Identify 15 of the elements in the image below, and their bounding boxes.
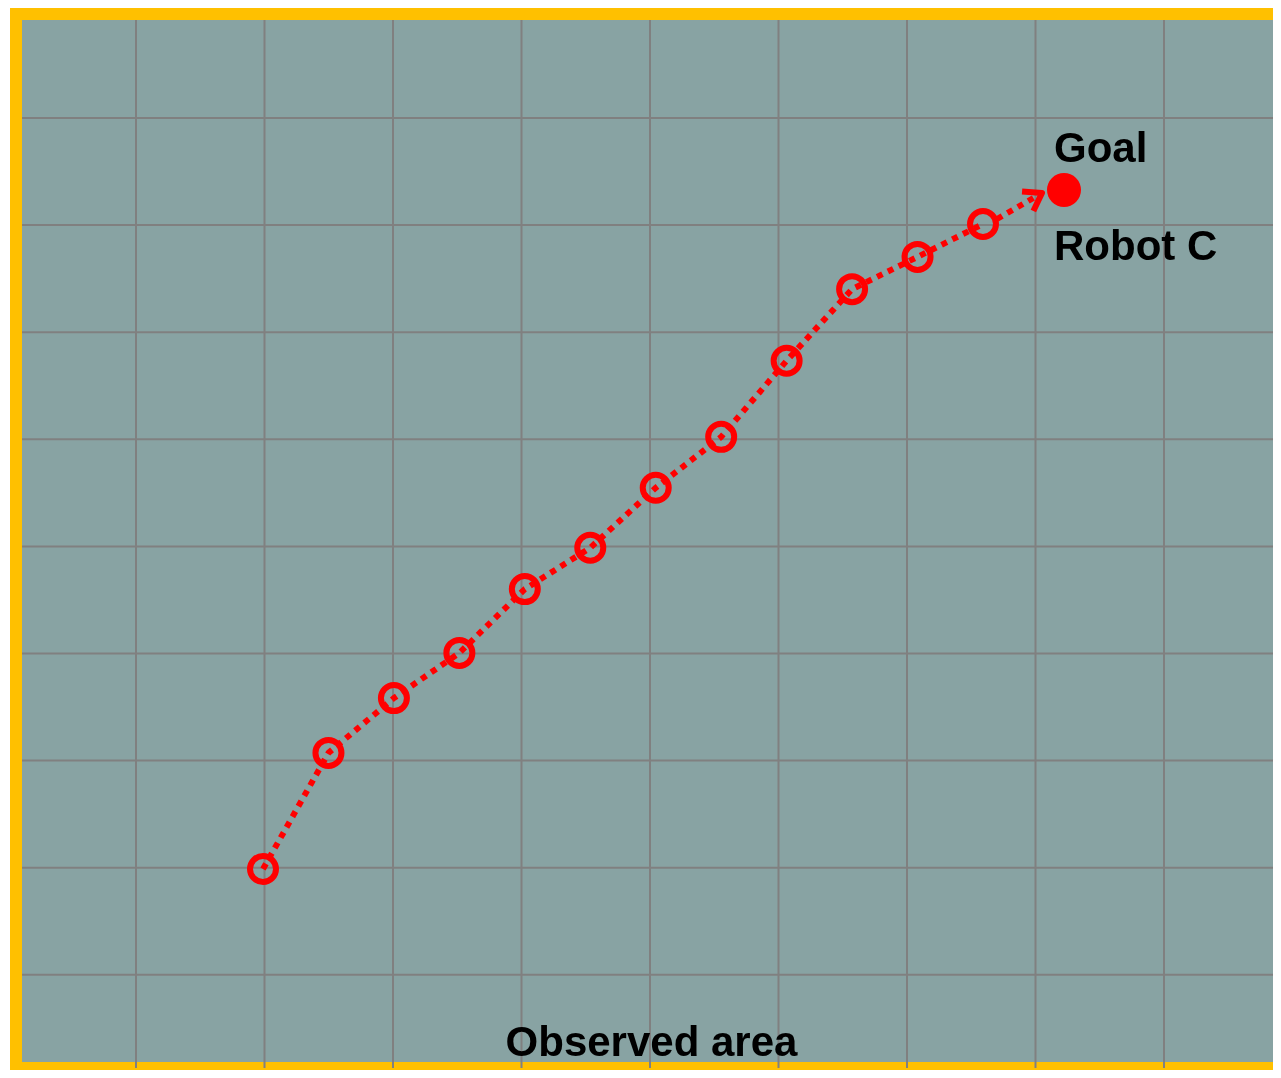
point [836, 273, 869, 306]
text: Goal [1054, 124, 1148, 171]
text: Observed area [505, 1018, 799, 1065]
point [377, 682, 410, 715]
point [770, 344, 803, 377]
point [967, 208, 999, 240]
point [574, 531, 607, 564]
point [901, 240, 934, 273]
point [247, 853, 279, 885]
point [705, 420, 738, 453]
point [639, 471, 672, 504]
text: Robot C [1054, 222, 1218, 269]
point [508, 573, 541, 606]
point [312, 736, 345, 769]
point [443, 636, 476, 669]
